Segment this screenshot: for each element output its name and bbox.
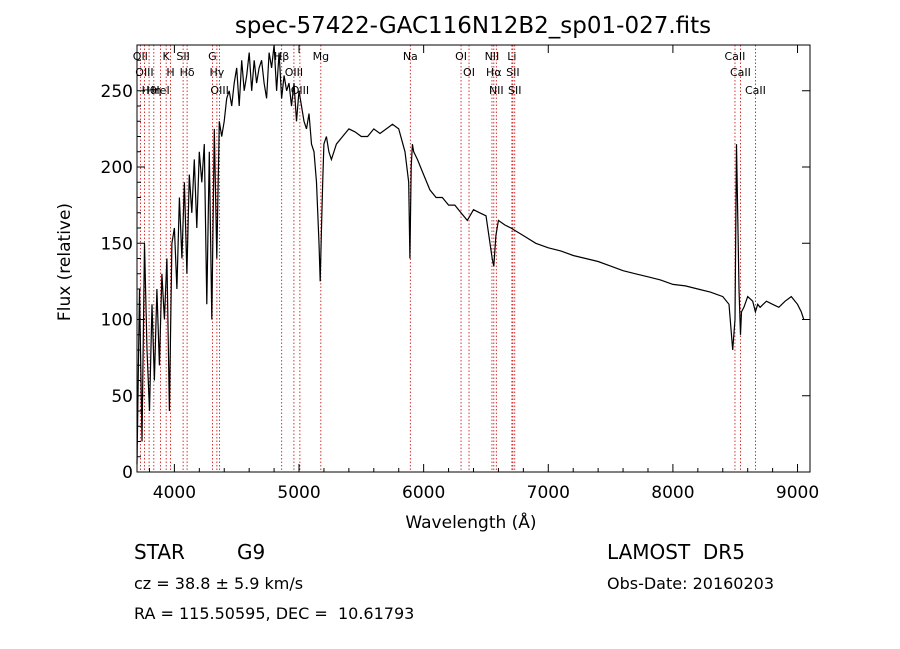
x-tick-label: 5000 bbox=[277, 483, 320, 503]
line-marker-label: SII bbox=[508, 84, 521, 97]
line-marker-label: OII bbox=[133, 50, 148, 63]
line-marker-label: Na bbox=[403, 50, 418, 63]
plot-frame bbox=[136, 44, 811, 473]
line-marker-label: Hα bbox=[486, 66, 502, 79]
line-marker-label: OIII bbox=[210, 84, 228, 97]
x-axis: 4000 5000 6000 7000 8000 9000 bbox=[148, 45, 819, 503]
chart-title: spec-57422-GAC116N12B2_sp01-027.fits bbox=[235, 13, 711, 39]
line-marker-label: H bbox=[166, 66, 174, 79]
line-marker-label: Mg bbox=[313, 50, 329, 63]
y-axis: 0 50 100 150 200 250 bbox=[101, 59, 810, 483]
line-marker-label: OIII bbox=[285, 66, 303, 79]
line-marker-label: Hθ bbox=[142, 84, 157, 97]
y-tick-label: 0 bbox=[122, 463, 133, 483]
spectrum-line bbox=[136, 44, 805, 465]
y-tick-label: 150 bbox=[101, 234, 133, 254]
line-marker-label: CaII bbox=[725, 50, 746, 63]
y-tick-label: 200 bbox=[101, 158, 133, 178]
redshift-cz: cz = 38.8 ± 5.9 km/s bbox=[134, 574, 304, 593]
line-marker-label: OIII bbox=[135, 66, 153, 79]
line-marker-label: Li bbox=[507, 50, 516, 63]
line-marker-label: OI bbox=[463, 66, 475, 79]
line-marker-label-group: OIIOIIIHθHηHeIKHSIIHδGHγOIIIHβOIIIOIIIMg… bbox=[133, 50, 766, 97]
x-tick-label: 8000 bbox=[651, 483, 694, 503]
x-tick-label: 6000 bbox=[402, 483, 445, 503]
line-marker-label: NII bbox=[485, 50, 500, 63]
coordinates: RA = 115.50595, DEC = 10.61793 bbox=[134, 604, 415, 623]
observation-date: Obs-Date: 20160203 bbox=[607, 574, 775, 593]
line-marker-label: HeI bbox=[151, 84, 169, 97]
object-class: STAR bbox=[134, 540, 185, 564]
object-subclass: G9 bbox=[237, 540, 266, 564]
x-tick-label: 7000 bbox=[527, 483, 570, 503]
line-marker-label: Hγ bbox=[209, 66, 224, 79]
survey-name: LAMOST DR5 bbox=[607, 540, 745, 564]
line-marker-group bbox=[139, 45, 756, 472]
y-axis-label: Flux (relative) bbox=[55, 203, 75, 321]
line-marker-label: CaII bbox=[745, 84, 766, 97]
line-marker-label: SII bbox=[176, 50, 189, 63]
y-tick-label: 100 bbox=[101, 311, 133, 331]
line-marker-label: K bbox=[163, 50, 171, 63]
x-tick-label: 4000 bbox=[153, 483, 196, 503]
line-marker-label: G bbox=[208, 50, 217, 63]
line-marker-label: Hβ bbox=[274, 50, 289, 63]
line-marker-label: Hη bbox=[146, 84, 161, 97]
line-marker-label: OI bbox=[455, 50, 467, 63]
line-marker-label: Hδ bbox=[180, 66, 195, 79]
y-tick-label: 50 bbox=[111, 387, 133, 407]
y-tick-label: 250 bbox=[101, 82, 133, 102]
x-axis-label: Wavelength (Å) bbox=[405, 511, 536, 533]
x-tick-label: 9000 bbox=[776, 483, 819, 503]
line-marker-label: SII bbox=[506, 66, 519, 79]
line-marker-label: CaII bbox=[730, 66, 751, 79]
line-marker-label: NII bbox=[489, 84, 504, 97]
